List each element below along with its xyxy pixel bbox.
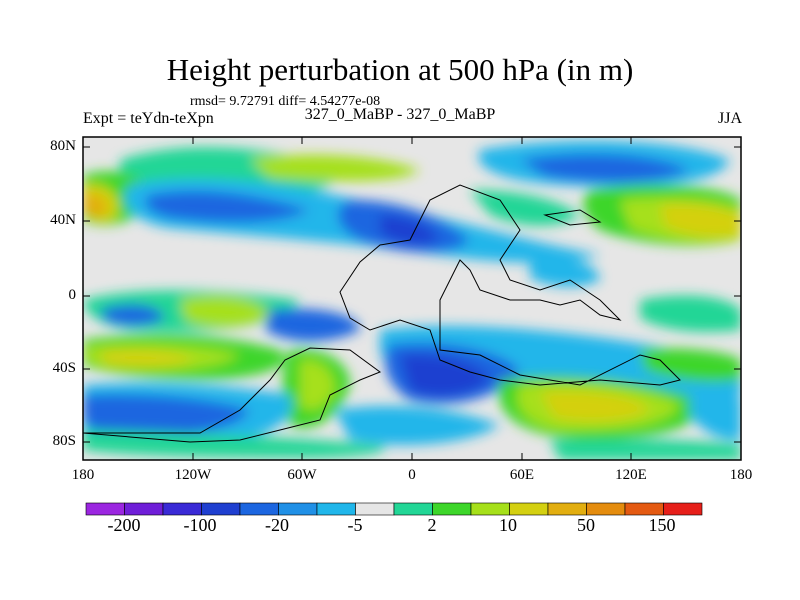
lon-tick-label: 60E bbox=[509, 467, 535, 483]
contour-region bbox=[300, 359, 335, 410]
colorbar-swatch bbox=[278, 502, 318, 516]
experiment-label: Expt = teYdn-teXpn bbox=[83, 110, 214, 127]
contour-region bbox=[540, 390, 650, 422]
colorbar-label: -200 bbox=[107, 515, 141, 535]
contour-region bbox=[400, 354, 490, 396]
coastline-outline bbox=[339, 184, 681, 386]
colorbar-swatch bbox=[85, 502, 125, 516]
contour-region bbox=[550, 439, 741, 460]
colorbar-swatch bbox=[470, 502, 510, 516]
contour-region bbox=[265, 308, 360, 342]
colorbar-swatch bbox=[432, 502, 472, 516]
run-comparison-label: 327_0_MaBP - 327_0_MaBP bbox=[304, 106, 496, 123]
colorbar-swatch bbox=[355, 502, 395, 516]
colorbar-swatch bbox=[624, 502, 664, 516]
contour-region bbox=[335, 405, 500, 445]
contour-region bbox=[100, 350, 195, 367]
contour-region bbox=[530, 258, 600, 287]
contour-region bbox=[520, 154, 690, 183]
contour-region bbox=[660, 203, 741, 238]
contour-region bbox=[250, 154, 420, 182]
lon-tick-label: 120W bbox=[174, 467, 212, 483]
colorbar-label: -100 bbox=[183, 515, 217, 535]
contour-region bbox=[100, 304, 165, 326]
contour-region bbox=[380, 215, 440, 245]
contour-region bbox=[83, 194, 107, 218]
colorbar bbox=[85, 502, 703, 516]
lon-tick-label: 180 bbox=[71, 467, 95, 483]
lat-tick-label: 40S bbox=[52, 360, 76, 376]
colorbar-swatch bbox=[509, 502, 549, 516]
coastline-outline bbox=[543, 209, 602, 226]
colorbar-swatch bbox=[586, 502, 626, 516]
lon-tick-label: 0 bbox=[408, 467, 416, 483]
lat-tick-label: 80N bbox=[50, 138, 76, 154]
axis-ticks bbox=[82, 137, 742, 460]
colorbar-label: 50 bbox=[577, 515, 595, 535]
colorbar-swatch bbox=[124, 502, 164, 516]
contour-region bbox=[690, 392, 741, 441]
lat-tick-label: 0 bbox=[68, 287, 77, 303]
colorbar-label: 2 bbox=[427, 515, 437, 535]
colorbar-label: -5 bbox=[347, 515, 363, 535]
colorbar-swatch bbox=[547, 502, 587, 516]
map-title: Height perturbation at 500 hPa (in m) bbox=[166, 52, 634, 87]
lon-tick-label: 120E bbox=[615, 467, 647, 483]
coastline-outline bbox=[83, 347, 382, 443]
contour-region bbox=[83, 394, 250, 437]
colorbar-swatch bbox=[316, 502, 356, 516]
contour-region bbox=[640, 348, 741, 382]
contour-region bbox=[83, 430, 386, 458]
contour-region bbox=[145, 190, 310, 223]
colorbar-swatch bbox=[162, 502, 202, 516]
colorbar-swatch bbox=[239, 502, 279, 516]
colorbar-label: -20 bbox=[265, 515, 289, 535]
colorbar-swatch bbox=[201, 502, 241, 516]
colorbar-label: 10 bbox=[499, 515, 517, 535]
colorbar-swatch bbox=[663, 502, 703, 516]
lon-tick-label: 180 bbox=[729, 467, 753, 483]
lon-tick-label: 60W bbox=[287, 467, 317, 483]
lat-tick-label: 40N bbox=[50, 212, 76, 228]
contour-field bbox=[83, 137, 741, 460]
rmsd-stats: rmsd= 9.72791 diff= 4.54277e-08 bbox=[190, 94, 381, 109]
colorbar-label: 150 bbox=[648, 515, 676, 535]
colorbar-swatch bbox=[393, 502, 433, 516]
season-label: JJA bbox=[717, 110, 742, 127]
contour-region bbox=[640, 295, 741, 332]
contour-region bbox=[180, 296, 270, 327]
lat-tick-label: 80S bbox=[52, 433, 76, 449]
